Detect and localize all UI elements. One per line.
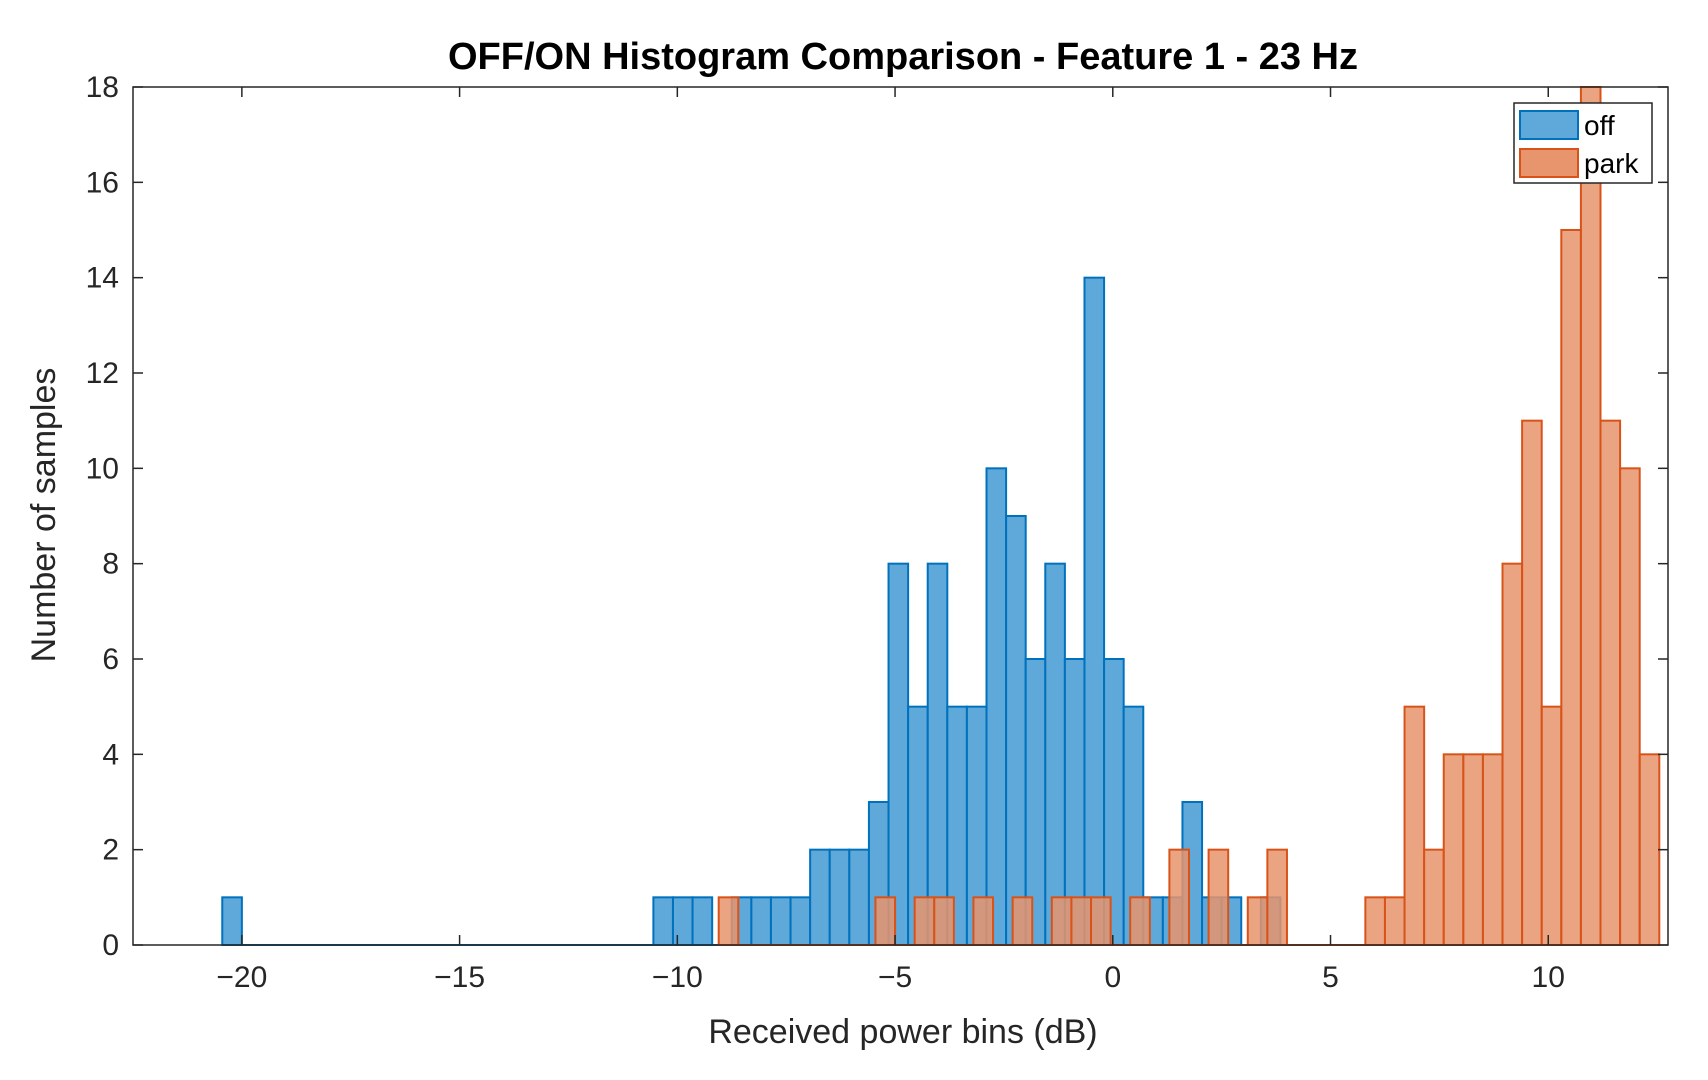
bar-off[interactable] [652, 896, 674, 946]
bar-park[interactable] [1050, 896, 1073, 946]
legend-label-off: off [1584, 110, 1615, 141]
bar-park[interactable] [1579, 86, 1602, 946]
x-tick-label: −10 [652, 961, 703, 994]
bar-park[interactable] [1619, 467, 1641, 946]
bar-off[interactable] [828, 848, 851, 947]
series-off [221, 276, 1282, 947]
bar-park[interactable] [1070, 896, 1093, 946]
legend[interactable]: off park [1513, 102, 1653, 184]
bar-park[interactable] [1403, 705, 1426, 947]
bar-off[interactable] [887, 562, 910, 947]
x-axis-label: Received power bins (dB) [708, 1013, 1097, 1051]
bar-park[interactable] [1011, 896, 1034, 946]
chart-title: OFF/ON Histogram Comparison - Feature 1 … [448, 36, 1358, 78]
bar-off[interactable] [671, 896, 694, 946]
bar-park[interactable] [913, 896, 936, 946]
x-tick-label: −5 [878, 961, 912, 994]
bar-off[interactable] [691, 896, 714, 946]
bar-off[interactable] [789, 896, 812, 946]
y-tick-label: 8 [102, 548, 119, 581]
bar-off[interactable] [769, 896, 792, 946]
bar-park[interactable] [1266, 848, 1288, 947]
y-tick-label: 18 [86, 71, 119, 104]
bar-park[interactable] [1481, 753, 1504, 946]
y-tick-label: 10 [86, 452, 119, 485]
legend-label-park: park [1584, 148, 1639, 179]
bar-off[interactable] [221, 896, 243, 946]
x-tick-label: 10 [1532, 961, 1565, 994]
x-tick-label: −20 [216, 961, 267, 994]
bar-off[interactable] [750, 896, 772, 946]
bar-park[interactable] [1246, 896, 1269, 946]
bars-layer [221, 86, 1661, 947]
bar-park[interactable] [972, 896, 995, 946]
bar-off[interactable] [1083, 276, 1106, 946]
bar-park[interactable] [1168, 848, 1190, 947]
y-tick-label: 4 [102, 738, 119, 771]
bar-off[interactable] [1005, 515, 1027, 946]
axes-layer: −20 −15 −10 −5 0 5 10 0 2 4 6 8 10 12 14 16 18 [86, 71, 1669, 994]
bar-park[interactable] [717, 896, 740, 946]
y-axis-label: Number of samples [25, 368, 63, 663]
bar-off[interactable] [926, 562, 949, 947]
y-tick-label: 14 [86, 262, 119, 295]
bar-park[interactable] [1501, 562, 1524, 947]
x-tick-label: 0 [1104, 961, 1121, 994]
bar-park[interactable] [1540, 705, 1563, 947]
bar-off[interactable] [985, 467, 1008, 946]
bar-park[interactable] [1423, 848, 1445, 947]
bar-park[interactable] [874, 896, 897, 946]
bar-park[interactable] [1129, 896, 1151, 946]
bar-park[interactable] [1638, 753, 1661, 946]
y-tick-label: 12 [86, 357, 119, 390]
x-tick-label: −15 [434, 961, 485, 994]
y-tick-label: 2 [102, 834, 119, 867]
bar-park[interactable] [1364, 896, 1386, 946]
legend-swatch-off [1519, 110, 1579, 140]
axes-box [132, 86, 1669, 946]
bar-park[interactable] [1599, 419, 1622, 946]
legend-swatch-park [1519, 148, 1579, 178]
bar-off[interactable] [809, 848, 831, 947]
y-tick-label: 6 [102, 643, 119, 676]
y-tick-label: 0 [102, 929, 119, 962]
bar-park[interactable] [1521, 419, 1543, 946]
bar-park[interactable] [1207, 848, 1230, 947]
bar-park[interactable] [933, 896, 955, 946]
bar-off[interactable] [1044, 562, 1066, 947]
bar-park[interactable] [1090, 896, 1112, 946]
bar-off[interactable] [848, 848, 870, 947]
bar-park[interactable] [1560, 229, 1582, 946]
x-tick-label: 5 [1322, 961, 1339, 994]
bar-park[interactable] [1442, 753, 1465, 946]
bar-park[interactable] [1462, 753, 1484, 946]
y-tick-label: 16 [86, 166, 119, 199]
bar-park[interactable] [1383, 896, 1406, 946]
